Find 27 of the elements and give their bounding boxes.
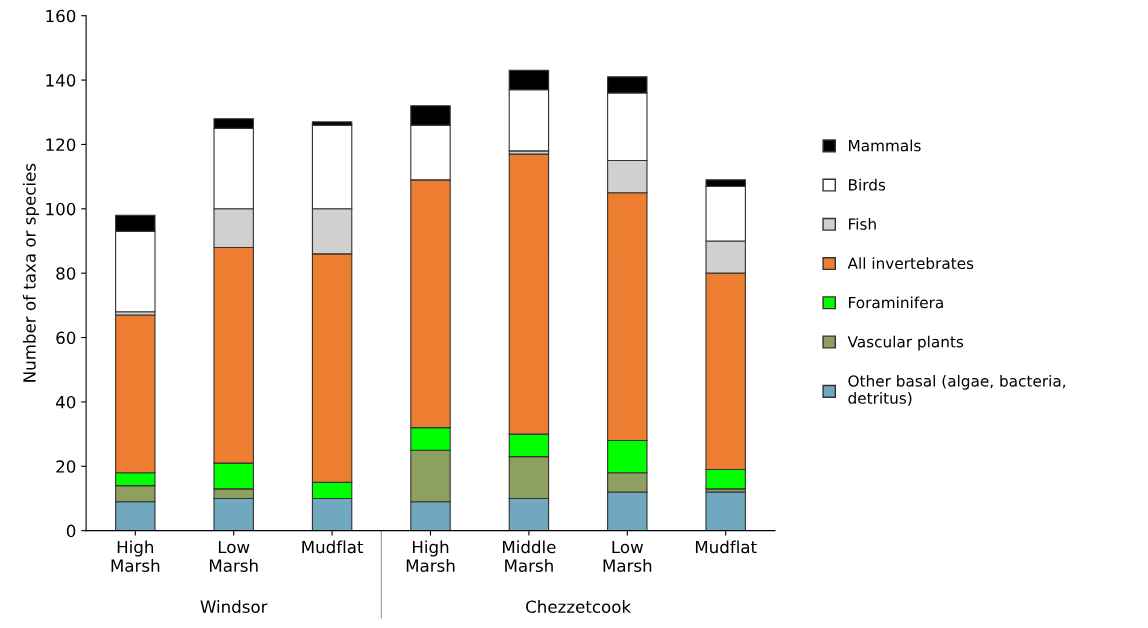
y-tick-label: 40 [55,395,76,409]
legend-label: Fish [849,218,876,230]
x-tick-label: Low Marsh [603,540,652,572]
y-tick-label: 20 [56,460,76,473]
y-tick-label: 60 [56,331,76,345]
legend-label: Other basal (algae, bacteria, detritus) [848,374,1066,406]
x-tick-label: Middle Marsh [503,540,556,572]
y-tick-label: 140 [46,74,76,87]
y-tick-label: 120 [46,138,76,152]
x-tick-label: Mudflat [302,540,364,554]
text: Chezzetcook [526,600,632,614]
x-tick-label: Mudflat [695,540,757,554]
legend-label: Mammals [849,139,921,152]
y-tick-label: 0 [66,524,76,538]
legend-label: All invertebrates [847,257,974,270]
x-tick-label: High Marsh [406,540,455,572]
y-tick-label: 160 [46,9,76,23]
legend-label: Birds [849,178,886,191]
y-axis-title: Number of taxa or species [22,163,40,382]
bar [705,491,746,531]
text: Windsor [200,600,268,614]
legend-label: Vascular plants [847,335,964,351]
x-tick-label: High Marsh [111,540,160,572]
y-tick-label: 80 [56,267,76,280]
legend-label: Foraminifera [849,296,943,309]
x-tick-label: Low Marsh [209,540,258,572]
y-tick-label: 100 [46,202,76,216]
